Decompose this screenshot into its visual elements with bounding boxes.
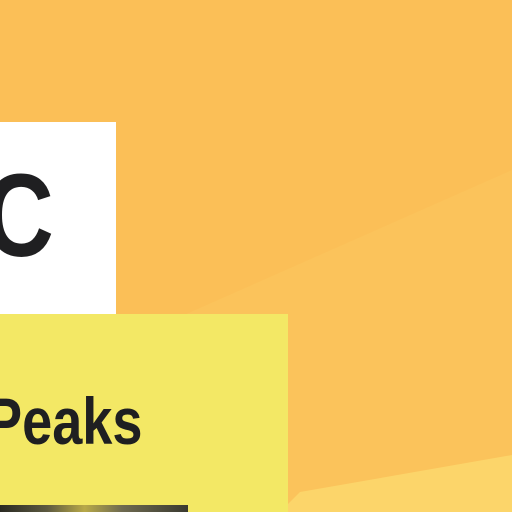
card-thumbnail-image[interactable]	[0, 505, 188, 512]
title-card[interactable]	[0, 314, 288, 512]
letter-card[interactable]	[0, 122, 116, 330]
background-facet-bright	[280, 455, 512, 512]
hero-letter: C	[0, 157, 54, 275]
card-title[interactable]: Peaks	[0, 384, 143, 458]
